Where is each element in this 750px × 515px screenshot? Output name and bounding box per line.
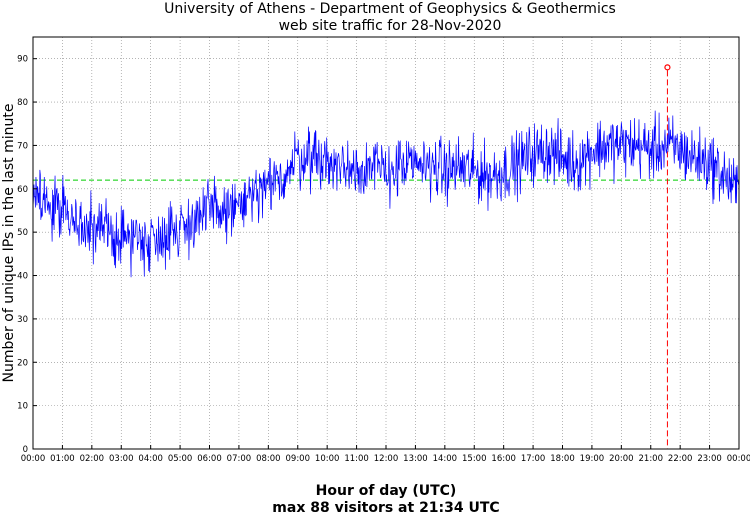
y-axis-ticks: 0 10 20 30 40 50 60 70 80 90 bbox=[17, 55, 37, 455]
x-tick-label: 05:00 bbox=[168, 454, 193, 464]
series-group bbox=[32, 110, 740, 278]
traffic-series-line bbox=[32, 110, 740, 278]
x-tick-label: 06:00 bbox=[197, 454, 222, 464]
x-tick-label: 09:00 bbox=[286, 454, 311, 464]
y-tick-label: 70 bbox=[17, 141, 28, 151]
x-tick-label: 21:00 bbox=[639, 454, 664, 464]
max-visitors-note: max 88 visitors at 21:34 UTC bbox=[272, 500, 499, 515]
max-marker-group bbox=[664, 64, 671, 71]
y-axis-label: Number of unique IPs in the last minute bbox=[1, 104, 17, 383]
x-tick-label: 12:00 bbox=[374, 454, 399, 464]
x-tick-label: 18:00 bbox=[550, 454, 575, 464]
y-tick-label: 20 bbox=[17, 358, 28, 368]
x-tick-label: 08:00 bbox=[256, 454, 281, 464]
chart-subtitle: web site traffic for 28-Nov-2020 bbox=[279, 18, 502, 34]
y-tick-label: 60 bbox=[17, 185, 28, 195]
x-tick-label: 15:00 bbox=[462, 454, 487, 464]
y-tick-label: 10 bbox=[17, 402, 28, 412]
x-tick-label: 23:00 bbox=[697, 454, 722, 464]
x-tick-label: 20:00 bbox=[609, 454, 634, 464]
x-tick-label: 19:00 bbox=[580, 454, 605, 464]
max-point-marker bbox=[664, 64, 671, 71]
y-tick-label: 0 bbox=[23, 445, 28, 455]
y-tick-label: 40 bbox=[17, 272, 28, 282]
x-tick-label: 00:00 bbox=[727, 454, 750, 464]
x-tick-label: 00:00 bbox=[21, 454, 46, 464]
x-axis-label: Hour of day (UTC) bbox=[316, 483, 457, 499]
x-tick-label: 03:00 bbox=[109, 454, 134, 464]
grid bbox=[33, 37, 739, 449]
y-tick-label: 50 bbox=[17, 228, 28, 238]
x-tick-label: 17:00 bbox=[521, 454, 546, 464]
x-tick-label: 01:00 bbox=[50, 454, 75, 464]
y-tick-label: 90 bbox=[17, 55, 28, 65]
y-tick-label: 30 bbox=[17, 315, 28, 325]
x-tick-label: 14:00 bbox=[433, 454, 458, 464]
x-axis-ticks: 00:00 01:00 02:00 03:00 04:00 05:00 06:00 07:00… bbox=[21, 445, 750, 464]
y-tick-label: 80 bbox=[17, 98, 28, 108]
x-tick-label: 04:00 bbox=[138, 454, 163, 464]
x-tick-label: 16:00 bbox=[491, 454, 516, 464]
x-tick-label: 13:00 bbox=[403, 454, 428, 464]
x-tick-label: 22:00 bbox=[668, 454, 693, 464]
x-tick-label: 10:00 bbox=[315, 454, 340, 464]
x-tick-label: 11:00 bbox=[344, 454, 369, 464]
chart-title: University of Athens - Department of Geo… bbox=[164, 1, 616, 17]
x-tick-label: 07:00 bbox=[227, 454, 252, 464]
x-tick-label: 02:00 bbox=[80, 454, 105, 464]
